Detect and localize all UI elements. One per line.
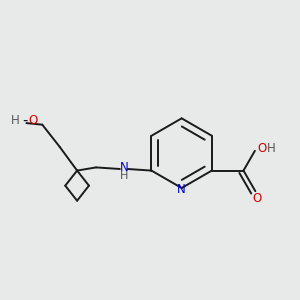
Text: -: -: [22, 113, 28, 128]
Text: O: O: [252, 192, 262, 205]
Text: H: H: [11, 114, 20, 127]
Text: O: O: [257, 142, 266, 155]
Text: N: N: [177, 183, 186, 196]
Text: O: O: [29, 114, 38, 127]
Text: H: H: [120, 171, 128, 181]
Text: H: H: [267, 142, 276, 155]
Text: N: N: [120, 160, 128, 174]
